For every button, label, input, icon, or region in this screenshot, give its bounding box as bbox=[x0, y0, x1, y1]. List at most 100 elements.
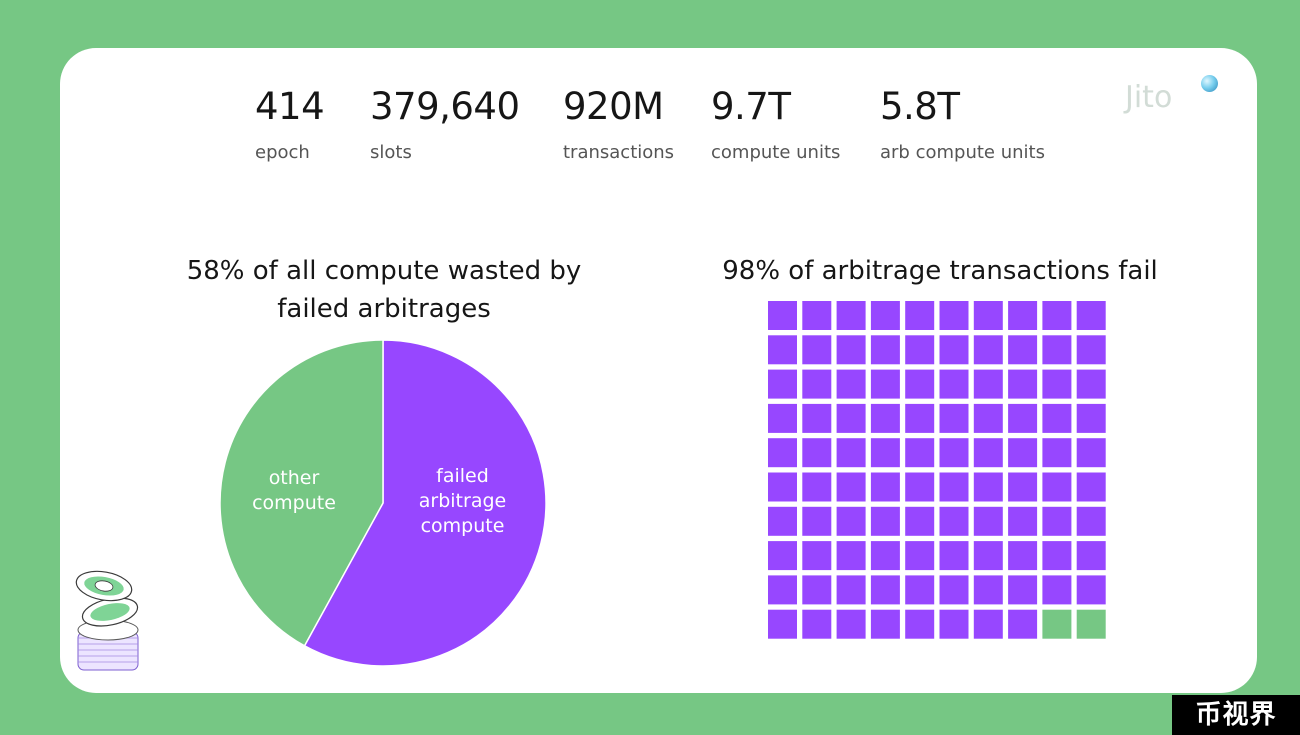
waffle-cell bbox=[1042, 369, 1072, 399]
stat-label: compute units bbox=[711, 142, 841, 163]
waffle-cell bbox=[905, 609, 935, 639]
stat-label: arb compute units bbox=[880, 142, 1045, 163]
stat-value: 920M bbox=[563, 85, 664, 128]
waffle-cell bbox=[973, 438, 1003, 468]
waffle-cell bbox=[768, 575, 797, 605]
waffle-cell bbox=[939, 369, 969, 399]
waffle-cell bbox=[905, 403, 935, 433]
waffle-cell bbox=[939, 472, 969, 502]
waffle-cell bbox=[836, 609, 866, 639]
waffle-cell bbox=[870, 541, 900, 571]
stat-slots: 379,640 slots bbox=[370, 85, 520, 164]
waffle-cell bbox=[939, 609, 969, 639]
pie-label-failed: failed arbitrage compute bbox=[418, 465, 507, 537]
waffle-cell bbox=[870, 369, 900, 399]
waffle-cell bbox=[905, 575, 935, 605]
waffle-cell bbox=[939, 301, 969, 330]
waffle-cell bbox=[1008, 438, 1038, 468]
waffle-cell bbox=[836, 335, 866, 365]
waffle-cell bbox=[768, 301, 797, 330]
pie-slice-other-compute bbox=[219, 339, 384, 647]
waffle-cell bbox=[870, 575, 900, 605]
pie-label-other: other compute bbox=[252, 467, 336, 514]
waffle-cell bbox=[973, 472, 1003, 502]
waffle-cell bbox=[1042, 609, 1072, 639]
logo-orb-icon bbox=[1201, 75, 1218, 92]
waffle-cell bbox=[836, 541, 866, 571]
waffle-cell bbox=[836, 301, 866, 330]
waffle-cell bbox=[973, 541, 1003, 571]
waffle-cell bbox=[973, 369, 1003, 399]
waffle-cell bbox=[939, 541, 969, 571]
waffle-cell bbox=[973, 403, 1003, 433]
waffle-cell bbox=[905, 506, 935, 536]
waffle-cell bbox=[1008, 301, 1038, 330]
waffle-cell bbox=[1076, 438, 1106, 468]
waffle-cell bbox=[836, 369, 866, 399]
stat-arb-compute-units: 5.8T arb compute units bbox=[880, 86, 1045, 164]
waffle-cell bbox=[1076, 403, 1106, 433]
waffle-cell bbox=[836, 438, 866, 468]
stat-label: slots bbox=[370, 142, 412, 163]
stat-transactions: 920M transactions bbox=[563, 85, 675, 164]
waffle-cell bbox=[973, 575, 1003, 605]
waffle-cell bbox=[768, 369, 797, 399]
waffle-chart bbox=[768, 301, 1106, 639]
waffle-cell bbox=[905, 541, 935, 571]
waffle-cell bbox=[973, 609, 1003, 639]
waffle-cell bbox=[939, 506, 969, 536]
pie-chart-title: 58% of all compute wasted by failed arbi… bbox=[186, 256, 582, 324]
waffle-cell bbox=[1008, 472, 1038, 502]
waffle-cell bbox=[1042, 403, 1072, 433]
stat-value: 9.7T bbox=[711, 85, 791, 128]
waffle-cell bbox=[870, 609, 900, 639]
waffle-cell bbox=[1008, 541, 1038, 571]
stat-label: transactions bbox=[563, 142, 675, 163]
waffle-cell bbox=[768, 438, 797, 468]
pie-slice-failed-arbitrage bbox=[303, 339, 547, 667]
waffle-cell bbox=[1042, 506, 1072, 536]
waffle-cell bbox=[802, 541, 832, 571]
waffle-cell bbox=[768, 403, 797, 433]
coin-stack-icon bbox=[75, 570, 139, 671]
waffle-cell bbox=[939, 438, 969, 468]
waffle-cell bbox=[1076, 575, 1106, 605]
stat-label: epoch bbox=[255, 142, 310, 163]
waffle-cell bbox=[802, 301, 832, 330]
waffle-cell bbox=[802, 403, 832, 433]
waffle-cell bbox=[1042, 472, 1072, 502]
stat-value: 414 bbox=[255, 85, 325, 128]
waffle-cell bbox=[1008, 609, 1038, 639]
waffle-cell bbox=[1076, 541, 1106, 571]
waffle-cell bbox=[905, 335, 935, 365]
waffle-cell bbox=[1008, 369, 1038, 399]
waffle-cell bbox=[1008, 335, 1038, 365]
waffle-cell bbox=[802, 369, 832, 399]
waffle-cell bbox=[870, 438, 900, 468]
waffle-cell bbox=[1076, 472, 1106, 502]
waffle-cell bbox=[1076, 301, 1106, 330]
waffle-cell bbox=[973, 506, 1003, 536]
stat-value: 379,640 bbox=[370, 85, 520, 128]
waffle-cell bbox=[768, 541, 797, 571]
waffle-cell bbox=[905, 301, 935, 330]
pie-chart bbox=[219, 339, 547, 667]
waffle-cell bbox=[768, 472, 797, 502]
waffle-cell bbox=[1042, 575, 1072, 605]
waffle-cell bbox=[1042, 335, 1072, 365]
waffle-cell bbox=[870, 301, 900, 330]
waffle-cell bbox=[1042, 541, 1072, 571]
waffle-cell bbox=[870, 403, 900, 433]
waffle-cell bbox=[836, 506, 866, 536]
watermark: 币视界 bbox=[1172, 695, 1300, 735]
waffle-cell bbox=[1008, 575, 1038, 605]
waffle-cell bbox=[802, 575, 832, 605]
waffle-cell bbox=[1076, 369, 1106, 399]
waffle-cell bbox=[870, 335, 900, 365]
waffle-cell bbox=[870, 506, 900, 536]
waffle-cell bbox=[1076, 335, 1106, 365]
waffle-chart-title: 98% of arbitrage transactions fail bbox=[722, 256, 1158, 286]
waffle-cell bbox=[1008, 403, 1038, 433]
waffle-cell bbox=[802, 472, 832, 502]
waffle-cell bbox=[802, 438, 832, 468]
